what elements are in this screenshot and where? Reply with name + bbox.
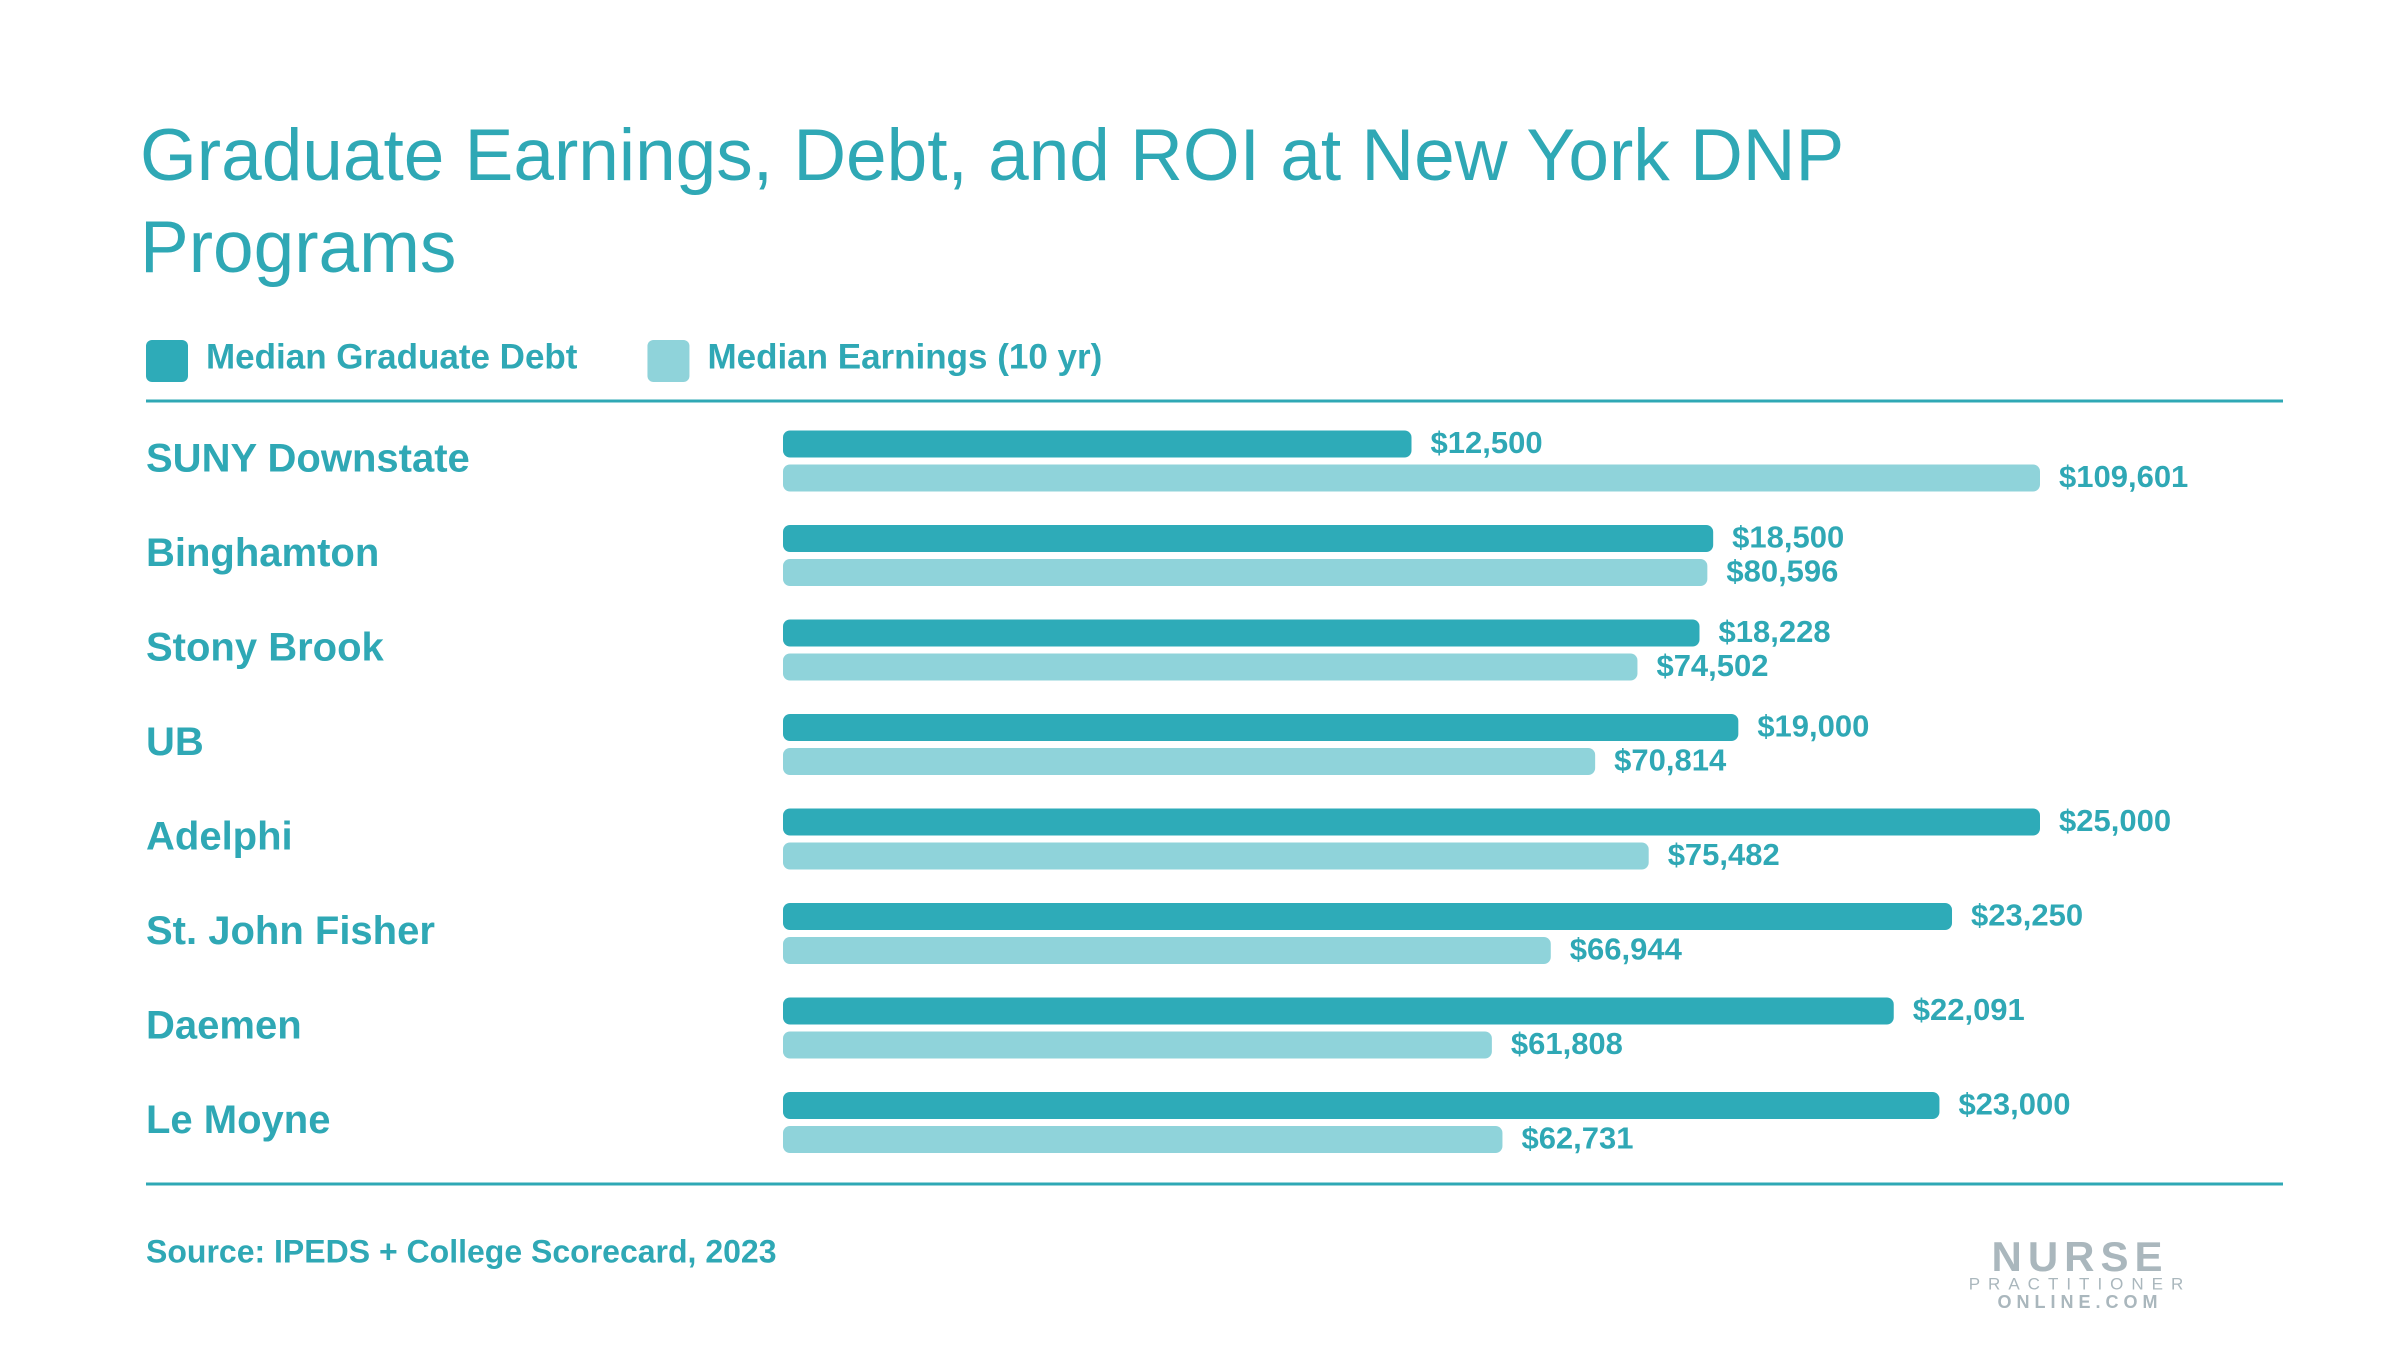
bar [783, 430, 1412, 458]
category-label: Stony Brook [146, 626, 385, 670]
bar [783, 714, 1739, 741]
chart-title: Graduate Earnings, Debt, and ROI at New … [140, 115, 1843, 288]
category-label: SUNY Downstate [146, 437, 470, 481]
logo-line: ONLINE.COM [1998, 1292, 2163, 1312]
value-label: $109,601 [2059, 459, 2188, 494]
legend-swatch [146, 340, 188, 382]
category-label: Adelphi [146, 815, 293, 859]
value-label: $70,814 [1614, 743, 1727, 778]
bar [783, 997, 1894, 1025]
bar [783, 903, 1953, 930]
title-box: Graduate Earnings, Debt, and ROI at New … [140, 115, 1843, 288]
bar [783, 1092, 1940, 1119]
logo: NURSE PRACTITIONER ONLINE.COM [1969, 1233, 2192, 1312]
value-label: $19,000 [1757, 709, 1869, 744]
bar [783, 464, 2040, 492]
value-label: $23,250 [1971, 898, 2083, 933]
category-label: Binghamton [146, 531, 379, 575]
bar [783, 1031, 1492, 1059]
legend-label: Median Earnings (10 yr) [707, 337, 1102, 376]
bar [783, 653, 1638, 681]
value-label: $80,596 [1726, 554, 1838, 589]
category-label: UB [146, 720, 204, 764]
value-label: $74,502 [1656, 648, 1768, 683]
value-label: $23,000 [1958, 1087, 2070, 1122]
value-label: $66,944 [1570, 932, 1683, 967]
value-label: $25,000 [2059, 803, 2171, 838]
category-label: Le Moyne [146, 1098, 330, 1142]
category-label: Daemen [146, 1004, 302, 1048]
value-label: $62,731 [1521, 1121, 1633, 1156]
category-label: St. John Fisher [146, 909, 435, 953]
legend-swatch [647, 340, 690, 382]
bar [783, 619, 1700, 647]
legend-label: Median Graduate Debt [206, 337, 578, 376]
logo-line: NURSE [1991, 1233, 2168, 1280]
value-label: $18,500 [1732, 520, 1844, 555]
value-label: $75,482 [1668, 837, 1780, 872]
value-label: $61,808 [1511, 1026, 1623, 1061]
bar [783, 842, 1649, 870]
value-label: $22,091 [1913, 992, 2025, 1027]
bar [783, 748, 1596, 775]
value-label: $18,228 [1719, 614, 1831, 649]
source: Source: IPEDS + College Scorecard, 2023 [146, 1233, 777, 1269]
bar [783, 808, 2040, 836]
bar [783, 559, 1708, 586]
bar [783, 1126, 1503, 1153]
logo-line: PRACTITIONER [1969, 1274, 2192, 1293]
value-label: $12,500 [1431, 425, 1543, 460]
bar [783, 525, 1714, 552]
bar [783, 937, 1551, 964]
